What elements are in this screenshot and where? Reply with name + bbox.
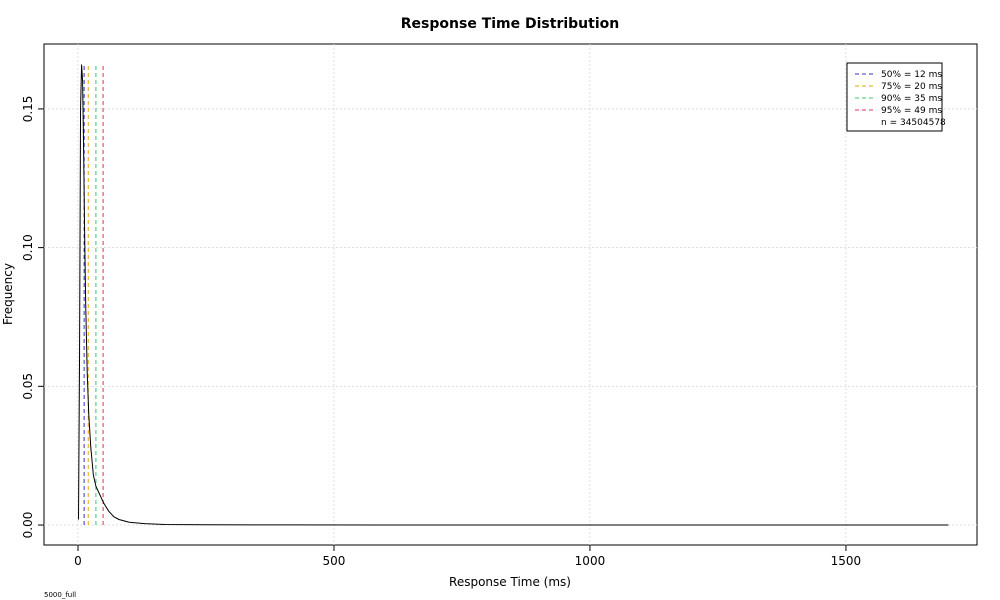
- y-tick-label: 0.05: [21, 373, 35, 400]
- y-tick-label: 0.15: [21, 96, 35, 123]
- legend-label: 95% = 49 ms: [881, 106, 942, 116]
- footnote: 5000_full: [44, 591, 76, 599]
- line: [78, 64, 949, 526]
- x-axis-label: Response Time (ms): [449, 575, 571, 589]
- legend-label: 90% = 35 ms: [881, 94, 942, 104]
- x-tick-label: 1000: [575, 554, 606, 568]
- chart-title: Response Time Distribution: [401, 16, 619, 32]
- y-tick-label: 0.10: [21, 234, 35, 261]
- y-tick-label: 0.00: [21, 512, 35, 539]
- y-axis-label: Frequency: [1, 263, 15, 325]
- plot-frame: [43, 43, 978, 546]
- legend-note: n = 34504578: [881, 118, 946, 128]
- legend-label: 75% = 20 ms: [881, 82, 942, 92]
- x-tick-label: 0: [74, 554, 82, 568]
- legend-label: 50% = 12 ms: [881, 70, 942, 80]
- x-tick-label: 500: [323, 554, 346, 568]
- x-tick-label: 1500: [831, 554, 862, 568]
